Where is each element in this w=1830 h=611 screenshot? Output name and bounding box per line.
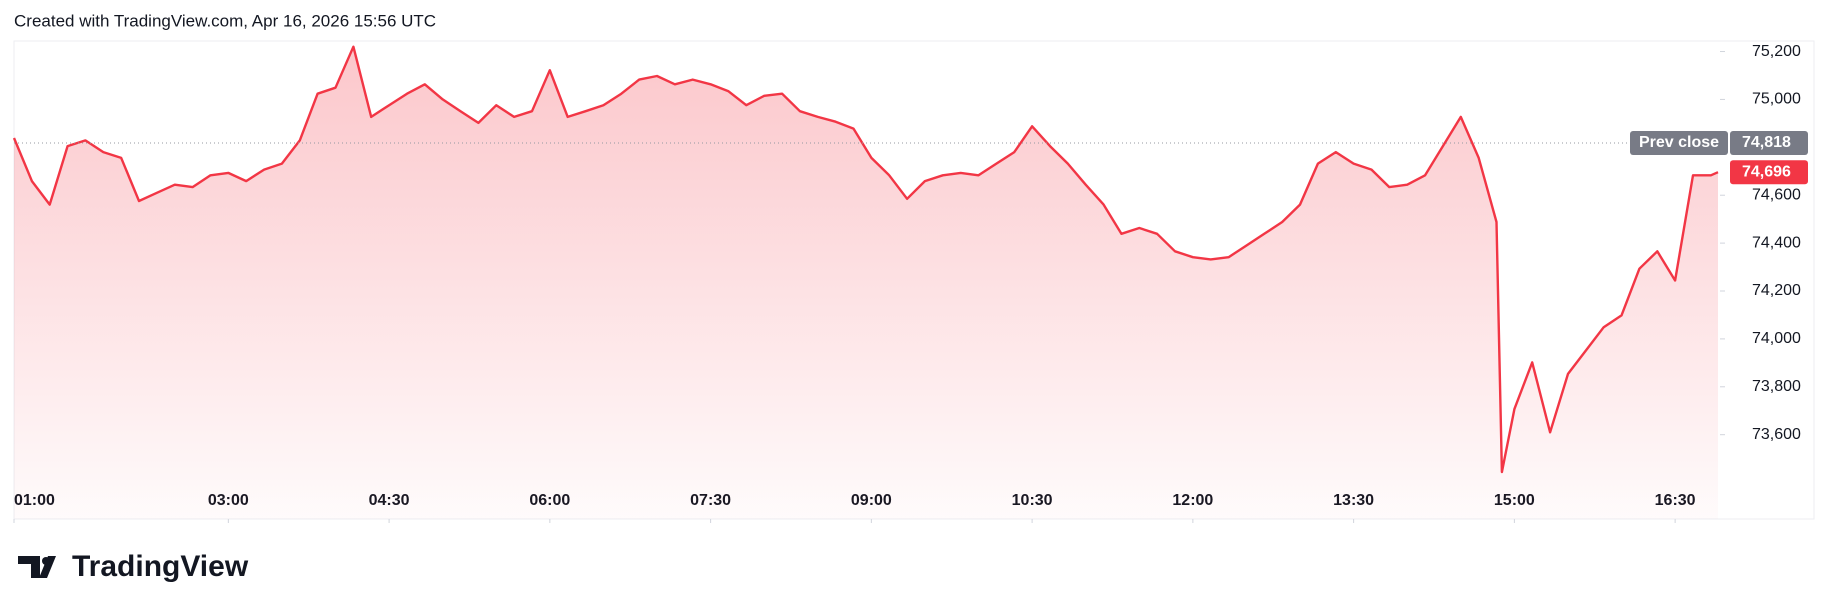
prev-close-label: 74,818 — [1742, 134, 1791, 151]
last-value-badge — [1730, 160, 1808, 185]
prev-close-title-badge — [1630, 131, 1728, 156]
y-tick-label: 74,000 — [1752, 330, 1801, 347]
prev-close-badge — [1730, 131, 1808, 156]
y-tick-label: 75,200 — [1752, 43, 1801, 60]
area-fill — [14, 46, 1718, 519]
y-tick-label: 73,600 — [1752, 426, 1801, 443]
prev-close-title: Prev close — [1639, 134, 1719, 151]
y-tick-label: 74,200 — [1752, 282, 1801, 299]
y-tick-label: 75,000 — [1752, 91, 1801, 108]
last-value-label: 74,696 — [1742, 163, 1791, 180]
y-tick-label: 73,800 — [1752, 378, 1801, 395]
plot-area: 73,600 73,800 74,000 74,200 74,400 74,600 74,8… — [12, 43, 1808, 523]
logo-dot — [42, 557, 50, 565]
brand: TradingView — [72, 550, 249, 583]
y-tick-label: 74,400 — [1752, 234, 1801, 251]
logo: TradingView — [18, 550, 249, 583]
price-line — [12, 45, 1719, 474]
header-title: Created with TradingView.com, Apr 16, 20… — [14, 11, 436, 30]
logo-icon — [18, 556, 56, 578]
y-tick-label: 74,600 — [1752, 186, 1801, 203]
